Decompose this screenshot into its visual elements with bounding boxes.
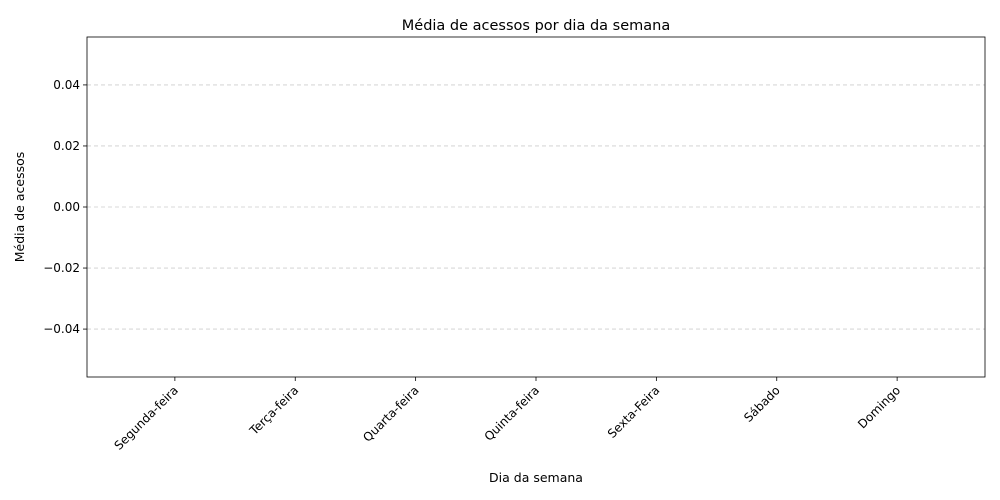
y-tick-label: 0.00: [53, 200, 80, 214]
y-tick-label: −0.04: [43, 322, 80, 336]
x-axis-label: Dia da semana: [489, 470, 583, 485]
y-tick-label: 0.04: [53, 78, 80, 92]
chart-title: Média de acessos por dia da semana: [402, 18, 670, 34]
plot-frame: [86, 36, 986, 378]
y-tick-label: −0.02: [43, 261, 80, 275]
y-axis-label: Média de acessos: [12, 152, 27, 263]
y-tick-label: 0.02: [53, 139, 80, 153]
